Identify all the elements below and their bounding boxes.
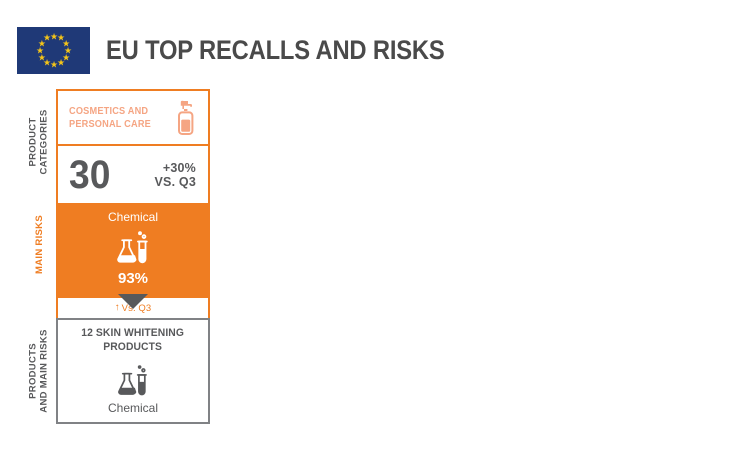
rail-label-product-categories-text: PRODUCT CATEGORIES bbox=[28, 109, 50, 174]
eu-flag-icon: ★ ★ ★ ★ ★ ★ ★ ★ ★ ★ ★ ★ bbox=[17, 27, 90, 74]
products-and-main-risks-card[interactable]: 12 SKIN WHITENING PRODUCTS Chemical bbox=[56, 318, 210, 424]
product-group-title: 12 SKIN WHITENING PRODUCTS bbox=[82, 326, 185, 354]
product-category-card[interactable]: COSMETICS AND PERSONAL CARE 30 +30% VS. Q3… bbox=[56, 89, 210, 320]
rail-pc-line1: PRODUCT bbox=[28, 116, 40, 167]
eu-flag-star-icon: ★ bbox=[50, 59, 59, 69]
eu-flag-star-icon: ★ bbox=[43, 32, 52, 43]
downward-arrow-connector-icon bbox=[118, 294, 148, 309]
rail-label-main-risks-text: MAIN RISKS bbox=[33, 215, 45, 274]
rail-label-products-and-main-risks: PRODUCTS AND MAIN RISKS bbox=[26, 318, 52, 424]
eu-flag-star-icon: ★ bbox=[36, 45, 45, 55]
page-title: EU TOP RECALLS AND RISKS bbox=[106, 35, 445, 65]
category-line1: COSMETICS AND bbox=[69, 105, 149, 117]
eu-flag-star-icon: ★ bbox=[62, 52, 71, 62]
trend-up-arrow-icon: ↑ bbox=[114, 302, 120, 313]
product-group-title-line1: 12 SKIN WHITENING bbox=[81, 327, 185, 339]
eu-flag-star-icon: ★ bbox=[62, 38, 71, 48]
recall-count-row: 30 +30% VS. Q3 bbox=[58, 146, 208, 203]
rail-pmr-line2: AND MAIN RISKS bbox=[39, 329, 50, 413]
lotion-bottle-icon bbox=[172, 100, 198, 136]
main-risk-name: Chemical bbox=[107, 210, 158, 224]
page-header: ★ ★ ★ ★ ★ ★ ★ ★ ★ ★ ★ ★ EU TOP RECALLS AND RISKS bbox=[17, 27, 491, 74]
delta-comparison: VS. Q3 bbox=[154, 174, 196, 189]
recall-count-delta: +30% VS. Q3 bbox=[155, 161, 197, 189]
product-group-risk-name: Chemical bbox=[107, 401, 158, 415]
delta-percent: +30% bbox=[162, 160, 196, 175]
rail-label-products-and-main-risks-text: PRODUCTS AND MAIN RISKS bbox=[28, 329, 50, 412]
rail-label-main-risks: MAIN RISKS bbox=[26, 194, 52, 295]
main-risk-percent: 93% bbox=[117, 270, 149, 287]
rail-pc-line2: CATEGORIES bbox=[39, 108, 51, 175]
eu-flag-star-icon: ★ bbox=[50, 31, 59, 41]
eu-flag-star-icon: ★ bbox=[37, 38, 46, 48]
eu-flag-star-icon: ★ bbox=[43, 57, 52, 68]
eu-flag-star-icon: ★ bbox=[37, 52, 46, 62]
product-group-title-line2: PRODUCTS bbox=[103, 341, 163, 353]
category-line2: PERSONAL CARE bbox=[69, 118, 151, 130]
eu-flag-star-icon: ★ bbox=[64, 45, 73, 55]
main-risk-block: Chemical 93% bbox=[58, 203, 208, 296]
rail-label-product-categories: PRODUCT CATEGORIES bbox=[26, 89, 52, 194]
category-name-label: COSMETICS AND PERSONAL CARE bbox=[69, 105, 164, 131]
eu-flag-star-icon: ★ bbox=[57, 57, 66, 68]
recall-count-value: 30 bbox=[69, 152, 111, 197]
flask-test-tube-icon bbox=[116, 362, 150, 399]
rail-pmr-line1: PRODUCTS bbox=[28, 343, 39, 399]
flask-test-tube-icon bbox=[58, 228, 208, 268]
category-header-row: COSMETICS AND PERSONAL CARE bbox=[58, 91, 208, 146]
eu-flag-star-icon: ★ bbox=[57, 32, 66, 43]
